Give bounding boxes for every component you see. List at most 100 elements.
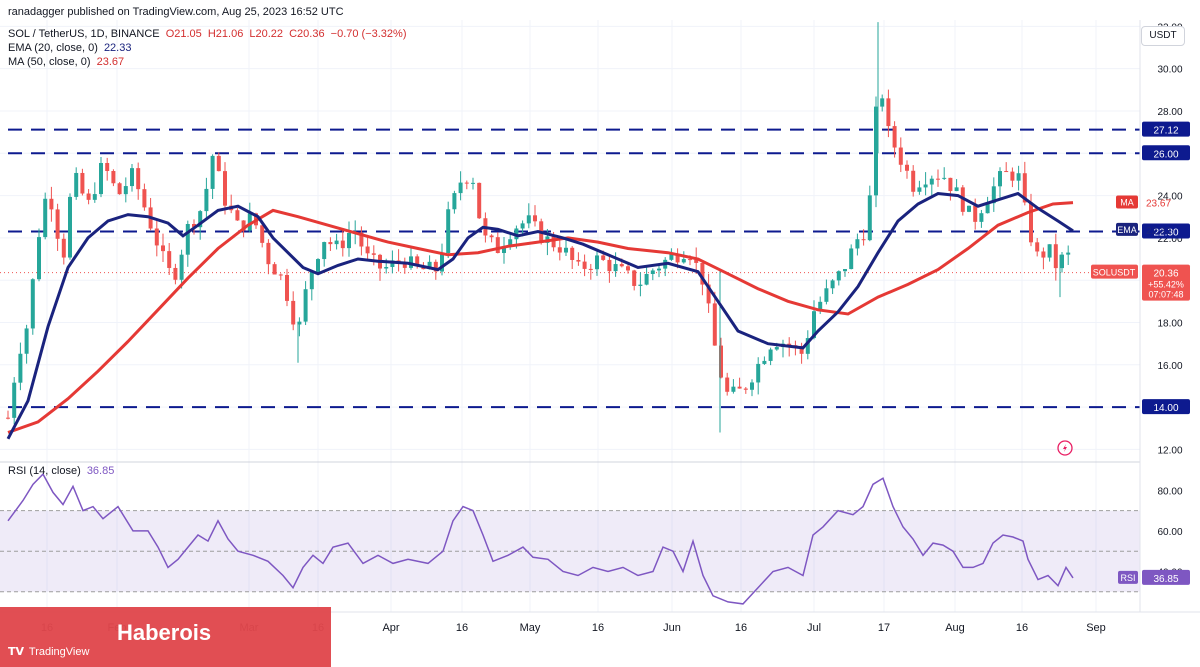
candle-body: [595, 255, 599, 270]
candle-body: [954, 187, 959, 192]
last-price-countdown: 07:07:48: [1148, 290, 1183, 300]
candle-body: [756, 363, 761, 383]
ohlc-open: O21.05: [165, 28, 202, 40]
candle-body: [68, 196, 72, 258]
watermark-text: Haberois: [117, 620, 212, 645]
candle-body: [1066, 252, 1071, 255]
candle-body: [743, 388, 748, 390]
candle-body: [731, 386, 736, 392]
candle-body: [415, 256, 420, 267]
rsi-band: [0, 510, 1140, 593]
ema-legend[interactable]: EMA (20, close, 0) 22.33: [8, 42, 134, 54]
candle-body: [30, 279, 35, 329]
ma-legend[interactable]: MA (50, close, 0) 23.67: [8, 56, 127, 68]
candle-body: [911, 170, 916, 192]
candle-body: [669, 254, 674, 260]
candle-body: [824, 288, 829, 302]
candle-body: [588, 268, 593, 270]
time-tick-label: 16: [592, 622, 604, 634]
candle-body: [340, 240, 345, 249]
candle-body: [24, 328, 29, 354]
candle-body: [303, 289, 308, 322]
candle-body: [948, 177, 953, 192]
candle-body: [564, 247, 568, 253]
candle-body: [347, 232, 351, 249]
ma-tag-value: 23.67: [1146, 199, 1171, 210]
candle-body: [92, 194, 97, 200]
candle-body: [161, 245, 165, 252]
candle-body: [223, 171, 227, 206]
symbol-tag: [1091, 264, 1138, 279]
candle-body: [99, 162, 103, 195]
candle-body: [105, 162, 110, 171]
price-tags: 27.12 26.00 22.30 14.00 MA 23.67 EMA 22.33 SOLUS…: [1091, 121, 1190, 585]
candle-body: [384, 266, 389, 269]
candle-body: [179, 254, 184, 280]
candle-body: [787, 343, 792, 346]
candle-body: [18, 353, 23, 383]
candle-body: [495, 237, 500, 254]
candle-body: [452, 193, 457, 210]
candle-body: [898, 147, 903, 165]
candle-body: [123, 186, 128, 195]
candle-body: [1035, 242, 1040, 252]
candle-body: [923, 184, 928, 188]
price-tick-label: 28.00: [1157, 107, 1182, 118]
candle-body: [1053, 244, 1058, 269]
rsi-tick-label: 60.00: [1157, 527, 1182, 538]
ohlc-close: C20.36: [289, 28, 325, 40]
candle-body: [681, 259, 686, 263]
candle-body: [805, 338, 810, 354]
candle-body: [1010, 171, 1015, 181]
candle-body: [855, 239, 860, 249]
price-tick-label: 16.00: [1157, 361, 1182, 372]
ma-tag-label-text: MA: [1120, 198, 1134, 208]
time-tick-label: 17: [878, 622, 890, 634]
candle-body: [278, 274, 283, 276]
candle-body: [1004, 171, 1009, 173]
time-tick-label: 16: [456, 622, 468, 634]
level-tag-text: 26.00: [1153, 149, 1178, 160]
horizontal-levels: [0, 128, 1140, 409]
candle-body: [43, 198, 48, 238]
candle-body: [477, 182, 482, 219]
candle-body: [967, 205, 971, 212]
ema-tag-label: [1116, 222, 1138, 236]
currency-button[interactable]: USDT: [1141, 26, 1185, 46]
candle-body: [799, 345, 804, 354]
rsi-tick-label: 80.00: [1157, 486, 1182, 497]
level-tag: [1142, 121, 1190, 137]
candle-body: [55, 209, 60, 239]
candle-body: [464, 182, 469, 184]
candle-body: [210, 155, 215, 189]
time-tick-label: Jul: [807, 622, 821, 634]
rsi-tag: [1142, 569, 1190, 585]
candle-body: [818, 301, 823, 312]
candle-body: [650, 270, 655, 274]
time-tick-label: 16: [735, 622, 747, 634]
candle-body: [774, 347, 779, 350]
candle-body: [917, 187, 922, 192]
candle-body: [880, 98, 885, 107]
candle-body: [86, 193, 91, 200]
candle-body: [886, 98, 891, 127]
candle-body: [867, 195, 872, 241]
candle-body: [440, 252, 444, 272]
candle-body: [675, 254, 680, 263]
candle-body: [1047, 244, 1052, 258]
candle-body: [266, 242, 271, 265]
candle-body: [1022, 173, 1027, 203]
candle-body: [446, 209, 451, 253]
price-tick-label: 22.00: [1157, 234, 1182, 245]
candle-body: [712, 303, 717, 346]
candle-body: [198, 211, 203, 228]
candle-body: [502, 246, 506, 254]
rsi-legend[interactable]: RSI (14, close) 36.85: [8, 465, 117, 477]
ema-tag-value: 22.33: [1146, 226, 1171, 237]
tradingview-logo: 𝗧𝗩 TradingView: [8, 646, 90, 658]
level-tag: [1142, 145, 1190, 161]
candle-body: [582, 261, 587, 269]
candle-body: [235, 210, 240, 221]
ema-value: 22.33: [103, 42, 132, 54]
